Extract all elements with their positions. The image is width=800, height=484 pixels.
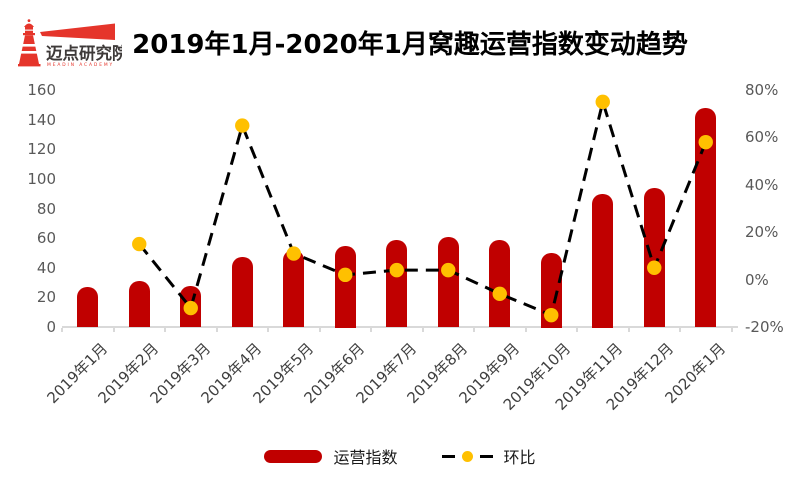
- legend: 运营指数 环比: [0, 444, 800, 468]
- x-axis-tick: [576, 328, 578, 332]
- lighthouse-icon: [18, 19, 41, 67]
- index-bar: [695, 107, 717, 328]
- index-bar: [77, 287, 99, 328]
- right-axis-tick-label: 80%: [745, 81, 779, 99]
- right-axis-tick-label: 40%: [745, 175, 779, 194]
- x-axis-tick: [164, 328, 166, 332]
- mom-marker: [132, 236, 147, 252]
- light-beam-icon: [40, 23, 115, 40]
- x-axis-tick: [730, 328, 733, 332]
- left-axis-tick-label: 40: [36, 258, 56, 277]
- x-axis-tick: [524, 328, 527, 332]
- x-axis-tick: [318, 328, 321, 332]
- left-axis-tick-label: 20: [36, 288, 56, 307]
- right-axis-tick-label: 20%: [745, 223, 779, 242]
- mom-line: [138, 96, 708, 318]
- legend-label-mom: 环比: [503, 448, 536, 467]
- right-axis-tick-label: 60%: [745, 128, 779, 147]
- mom-marker: [235, 118, 250, 133]
- index-bar: [643, 187, 665, 328]
- right-axis-tick-label: -20%: [745, 318, 784, 336]
- index-bar: [180, 285, 202, 328]
- index-bar: [334, 245, 356, 328]
- bar-swatch-icon: [264, 449, 323, 463]
- x-axis-tick: [370, 328, 372, 332]
- left-axis-tick-label: 140: [27, 110, 56, 129]
- left-axis-tick-label: 160: [27, 81, 56, 99]
- x-axis-tick: [679, 328, 681, 332]
- left-axis-tick-label: 120: [27, 140, 56, 159]
- index-bar: [386, 239, 408, 328]
- left-axis-tick-label: 60: [36, 229, 56, 248]
- x-axis-tick: [267, 328, 269, 332]
- right-axis-tick-label: 0%: [745, 270, 769, 289]
- legend-label-index: 运营指数: [333, 448, 398, 467]
- index-bar: [540, 252, 562, 328]
- mom-marker: [595, 94, 610, 110]
- dashed-line-marker-icon: [441, 450, 493, 462]
- index-bar: [128, 281, 150, 328]
- index-bar: [437, 236, 459, 328]
- brand-subname: MEADIN ACADEMY: [47, 62, 114, 68]
- brand-logo: 迈点研究院 MEADIN ACADEMY: [18, 19, 122, 68]
- x-axis-tick: [61, 328, 63, 332]
- x-axis-tick: [473, 328, 475, 332]
- brand-name: 迈点研究院: [46, 43, 122, 63]
- x-axis-tick: [112, 328, 115, 332]
- left-axis-tick-label: 100: [27, 169, 56, 188]
- index-bar: [489, 239, 511, 328]
- left-axis-tick-label: 80: [36, 199, 56, 218]
- legend-item-index: 运营指数: [264, 444, 398, 468]
- left-axis-tick-label: 0: [46, 318, 56, 336]
- index-bar: [231, 257, 253, 328]
- legend-item-mom: 环比: [441, 444, 536, 468]
- x-axis-tick: [627, 328, 630, 332]
- x-axis-tick: [215, 328, 218, 332]
- index-bar: [283, 249, 305, 328]
- chart-title: 2019年1月-2020年1月窝趣运营指数变动趋势: [132, 30, 688, 60]
- x-axis-tick: [421, 328, 424, 332]
- index-bar: [592, 193, 614, 328]
